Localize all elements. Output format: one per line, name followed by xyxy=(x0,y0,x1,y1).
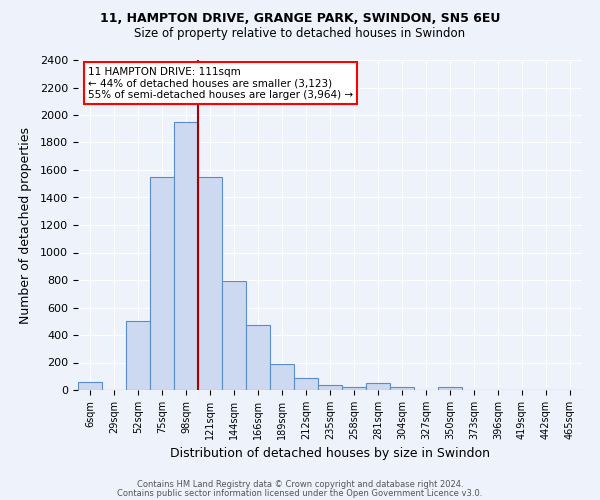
Bar xyxy=(294,378,318,390)
Bar xyxy=(246,326,270,390)
Text: 11 HAMPTON DRIVE: 111sqm
← 44% of detached houses are smaller (3,123)
55% of sem: 11 HAMPTON DRIVE: 111sqm ← 44% of detach… xyxy=(88,66,353,100)
Bar xyxy=(78,382,102,390)
Bar xyxy=(126,322,150,390)
Text: Contains public sector information licensed under the Open Government Licence v3: Contains public sector information licen… xyxy=(118,488,482,498)
Bar xyxy=(174,122,198,390)
Text: Size of property relative to detached houses in Swindon: Size of property relative to detached ho… xyxy=(134,28,466,40)
Bar xyxy=(390,387,414,390)
Bar xyxy=(342,386,366,390)
Bar xyxy=(318,385,342,390)
Y-axis label: Number of detached properties: Number of detached properties xyxy=(19,126,32,324)
Bar xyxy=(198,177,222,390)
Bar xyxy=(366,383,390,390)
Bar xyxy=(222,282,246,390)
Bar xyxy=(438,387,462,390)
X-axis label: Distribution of detached houses by size in Swindon: Distribution of detached houses by size … xyxy=(170,448,490,460)
Text: 11, HAMPTON DRIVE, GRANGE PARK, SWINDON, SN5 6EU: 11, HAMPTON DRIVE, GRANGE PARK, SWINDON,… xyxy=(100,12,500,26)
Bar xyxy=(270,364,294,390)
Text: Contains HM Land Registry data © Crown copyright and database right 2024.: Contains HM Land Registry data © Crown c… xyxy=(137,480,463,489)
Bar xyxy=(150,177,174,390)
